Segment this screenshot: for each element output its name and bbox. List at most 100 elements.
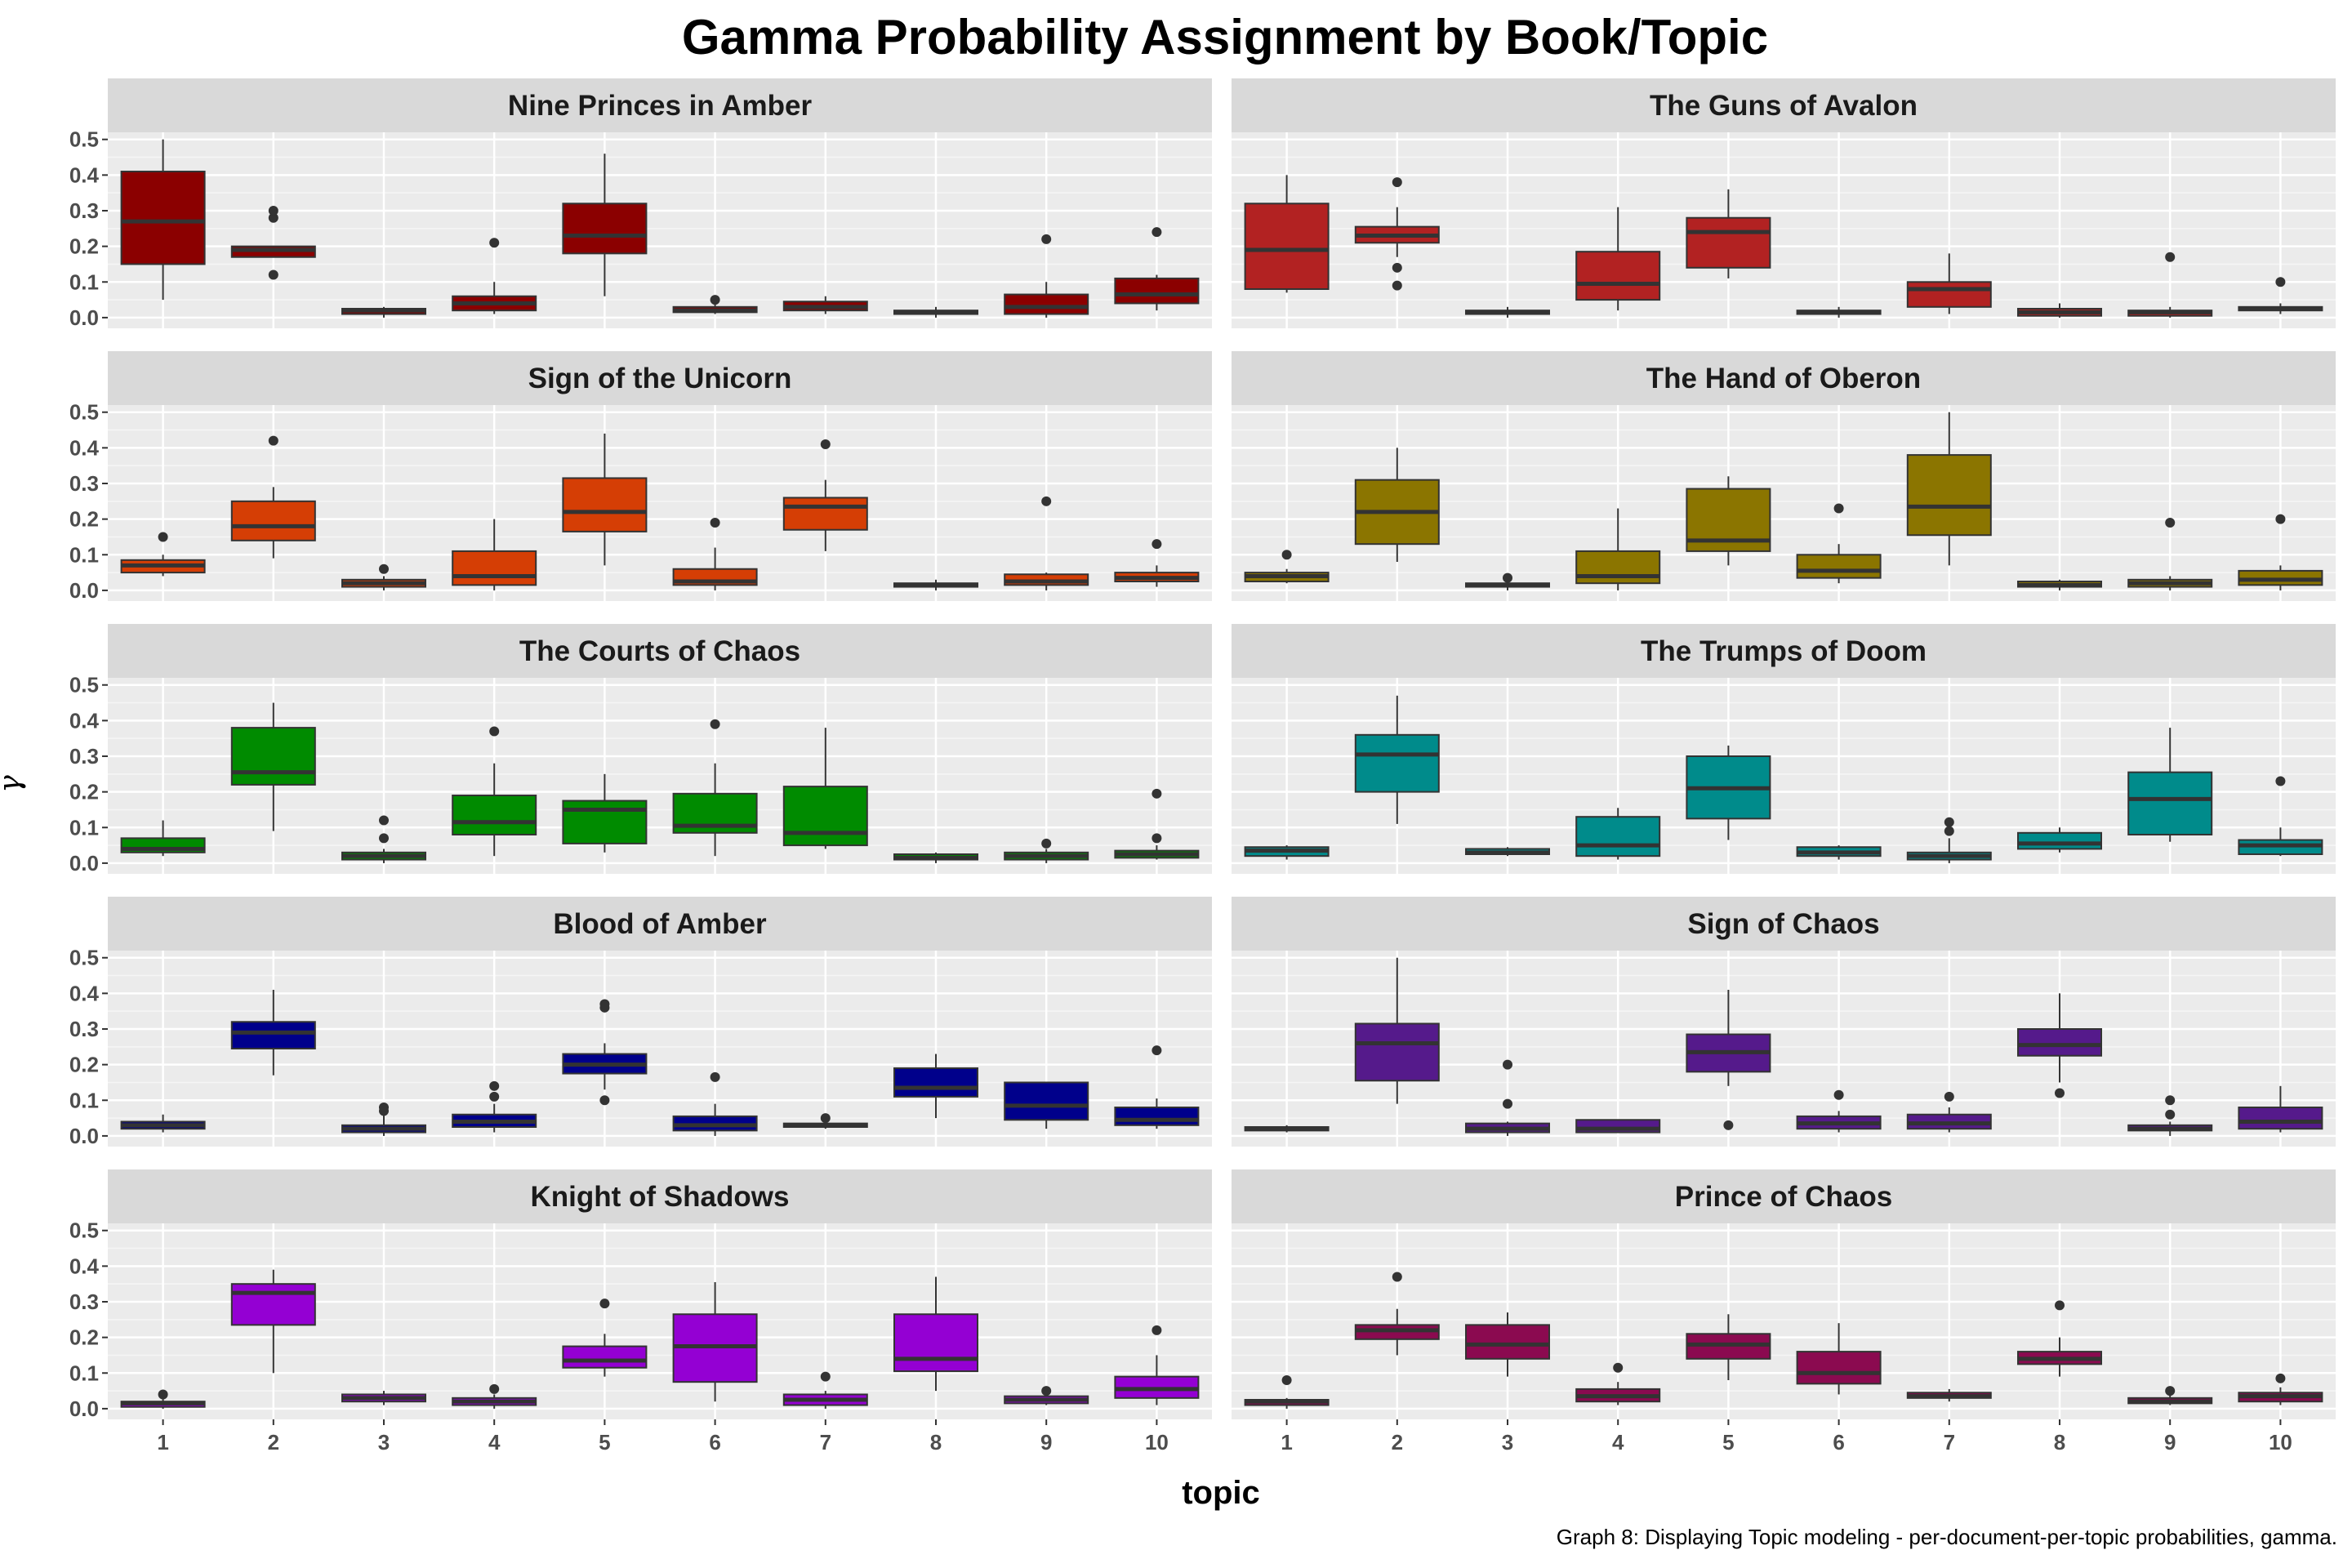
box-body — [1354, 1022, 1440, 1082]
y-tick-label: 0.2 — [69, 780, 99, 804]
x-tick-label: 9 — [2164, 1430, 2176, 1454]
boxplot-topic-5 — [1686, 1314, 1771, 1380]
facet-strip-label: The Guns of Avalon — [1650, 90, 1918, 122]
boxplot-topic-9 — [1004, 1386, 1089, 1405]
boxplot-topic-5 — [1686, 745, 1771, 840]
outlier-point — [379, 564, 389, 574]
boxplot-topic-1 — [1244, 845, 1330, 860]
x-tick-label: 5 — [1722, 1430, 1734, 1454]
facet-strip-label: Knight of Shadows — [531, 1181, 790, 1213]
boxplot-topic-2 — [230, 702, 316, 831]
y-tick-label: 0.1 — [69, 1088, 99, 1112]
boxplot-topic-10 — [2238, 1373, 2323, 1405]
boxplot-topic-8 — [893, 1276, 978, 1392]
boxplot-topic-8 — [2017, 827, 2102, 853]
facet-panel: Prince of Chaos 1 2 3 4 5 6 7 8 9 10 — [1232, 1169, 2336, 1454]
boxplot-topic-1 — [120, 532, 206, 577]
outlier-point — [2275, 776, 2286, 786]
x-tick-label: 10 — [1145, 1430, 1169, 1454]
boxplot-topic-6 — [1796, 845, 1882, 860]
boxplot-topic-7 — [1906, 412, 1992, 566]
facet-strip-label: The Hand of Oberon — [1646, 363, 1921, 394]
box-body — [562, 800, 648, 844]
outlier-point — [1503, 1059, 1512, 1070]
outlier-point — [1392, 177, 1402, 188]
x-tick-label: 8 — [930, 1430, 942, 1454]
boxplot-topic-3 — [1465, 1059, 1550, 1136]
boxplot-topic-6 — [672, 518, 758, 590]
boxplot-topic-4 — [1575, 808, 1661, 860]
box-body — [230, 727, 316, 786]
boxplot-topic-8 — [2017, 1300, 2102, 1377]
outlier-point — [489, 726, 500, 737]
boxplot-topic-5 — [1686, 189, 1771, 278]
boxplot-topic-6 — [672, 1071, 758, 1136]
outlier-point — [1152, 1045, 1162, 1056]
outlier-point — [1041, 496, 1052, 506]
boxplot-topic-4 — [452, 238, 537, 314]
boxplot-topic-3 — [1465, 572, 1550, 590]
outlier-point — [1152, 788, 1162, 799]
y-tick-label: 0.0 — [69, 305, 99, 330]
boxplot-topic-4 — [1575, 508, 1661, 590]
x-tick-label: 2 — [268, 1430, 279, 1454]
facet-strip — [1232, 624, 2336, 678]
boxplot-topic-10 — [2238, 277, 2323, 314]
x-tick-label: 4 — [1612, 1430, 1624, 1454]
outlier-point — [1392, 1272, 1402, 1282]
facet-strip-label: Sign of Chaos — [1687, 908, 1879, 940]
y-tick-label: 0.2 — [69, 1325, 99, 1350]
boxplot-topic-10 — [1114, 1325, 1200, 1405]
box-body — [562, 203, 648, 255]
outlier-point — [820, 439, 831, 449]
outlier-point — [1152, 1325, 1162, 1335]
outlier-point — [710, 518, 720, 528]
boxplot-topic-1 — [1244, 550, 1330, 584]
boxplot-topic-1 — [120, 1389, 206, 1409]
outlier-point — [2165, 1109, 2176, 1120]
y-tick-label: 0.3 — [69, 744, 99, 768]
facet-panel: Blood of Amber 0.0 0.1 0.2 0.3 0.4 0.5 — [69, 897, 1212, 1148]
outlier-point — [710, 295, 720, 305]
boxplot-topic-2 — [1354, 177, 1440, 291]
outlier-point — [599, 1298, 610, 1309]
boxplot-topic-9 — [2127, 252, 2213, 318]
facet-strip — [108, 351, 1212, 405]
y-tick-label: 0.4 — [69, 163, 100, 187]
boxplot-topic-5 — [562, 1298, 648, 1377]
y-axis-title: γ — [0, 775, 27, 793]
boxplot-topic-4 — [452, 1383, 537, 1409]
outlier-point — [2165, 518, 2176, 528]
boxplot-topic-4 — [452, 519, 537, 590]
boxplot-topic-7 — [782, 439, 868, 551]
boxplot-topic-9 — [2127, 1386, 2213, 1405]
outlier-point — [489, 1383, 500, 1394]
y-tick-label: 0.3 — [69, 471, 99, 496]
boxplot-topic-8 — [893, 579, 978, 590]
facet-strip — [108, 1169, 1212, 1223]
boxplot-topic-6 — [1796, 306, 1882, 318]
boxplot-topic-6 — [672, 295, 758, 314]
boxplot-topic-1 — [1244, 1125, 1330, 1133]
boxplot-topic-10 — [1114, 1045, 1200, 1129]
boxplot-topic-5 — [562, 154, 648, 296]
boxplot-topic-7 — [1906, 1388, 1992, 1402]
outlier-point — [1281, 1375, 1292, 1385]
outlier-point — [1944, 1091, 1954, 1102]
outlier-point — [1152, 539, 1162, 550]
outlier-point — [599, 999, 610, 1009]
chart-title: Gamma Probability Assignment by Book/Top… — [682, 10, 1768, 65]
outlier-point — [1152, 833, 1162, 844]
x-tick-label: 6 — [1833, 1430, 1844, 1454]
facet-strip — [1232, 351, 2336, 405]
outlier-point — [158, 532, 168, 542]
facet-strip — [1232, 1169, 2336, 1223]
facet-strip — [108, 897, 1212, 951]
boxplot-topic-6 — [672, 719, 758, 857]
outlier-point — [489, 238, 500, 248]
facet-panel: The Trumps of Doom — [1232, 624, 2336, 874]
box-body — [1906, 454, 1992, 537]
boxplot-topic-1 — [120, 139, 206, 301]
facet-strip — [1232, 897, 2336, 951]
outlier-point — [2275, 277, 2286, 287]
